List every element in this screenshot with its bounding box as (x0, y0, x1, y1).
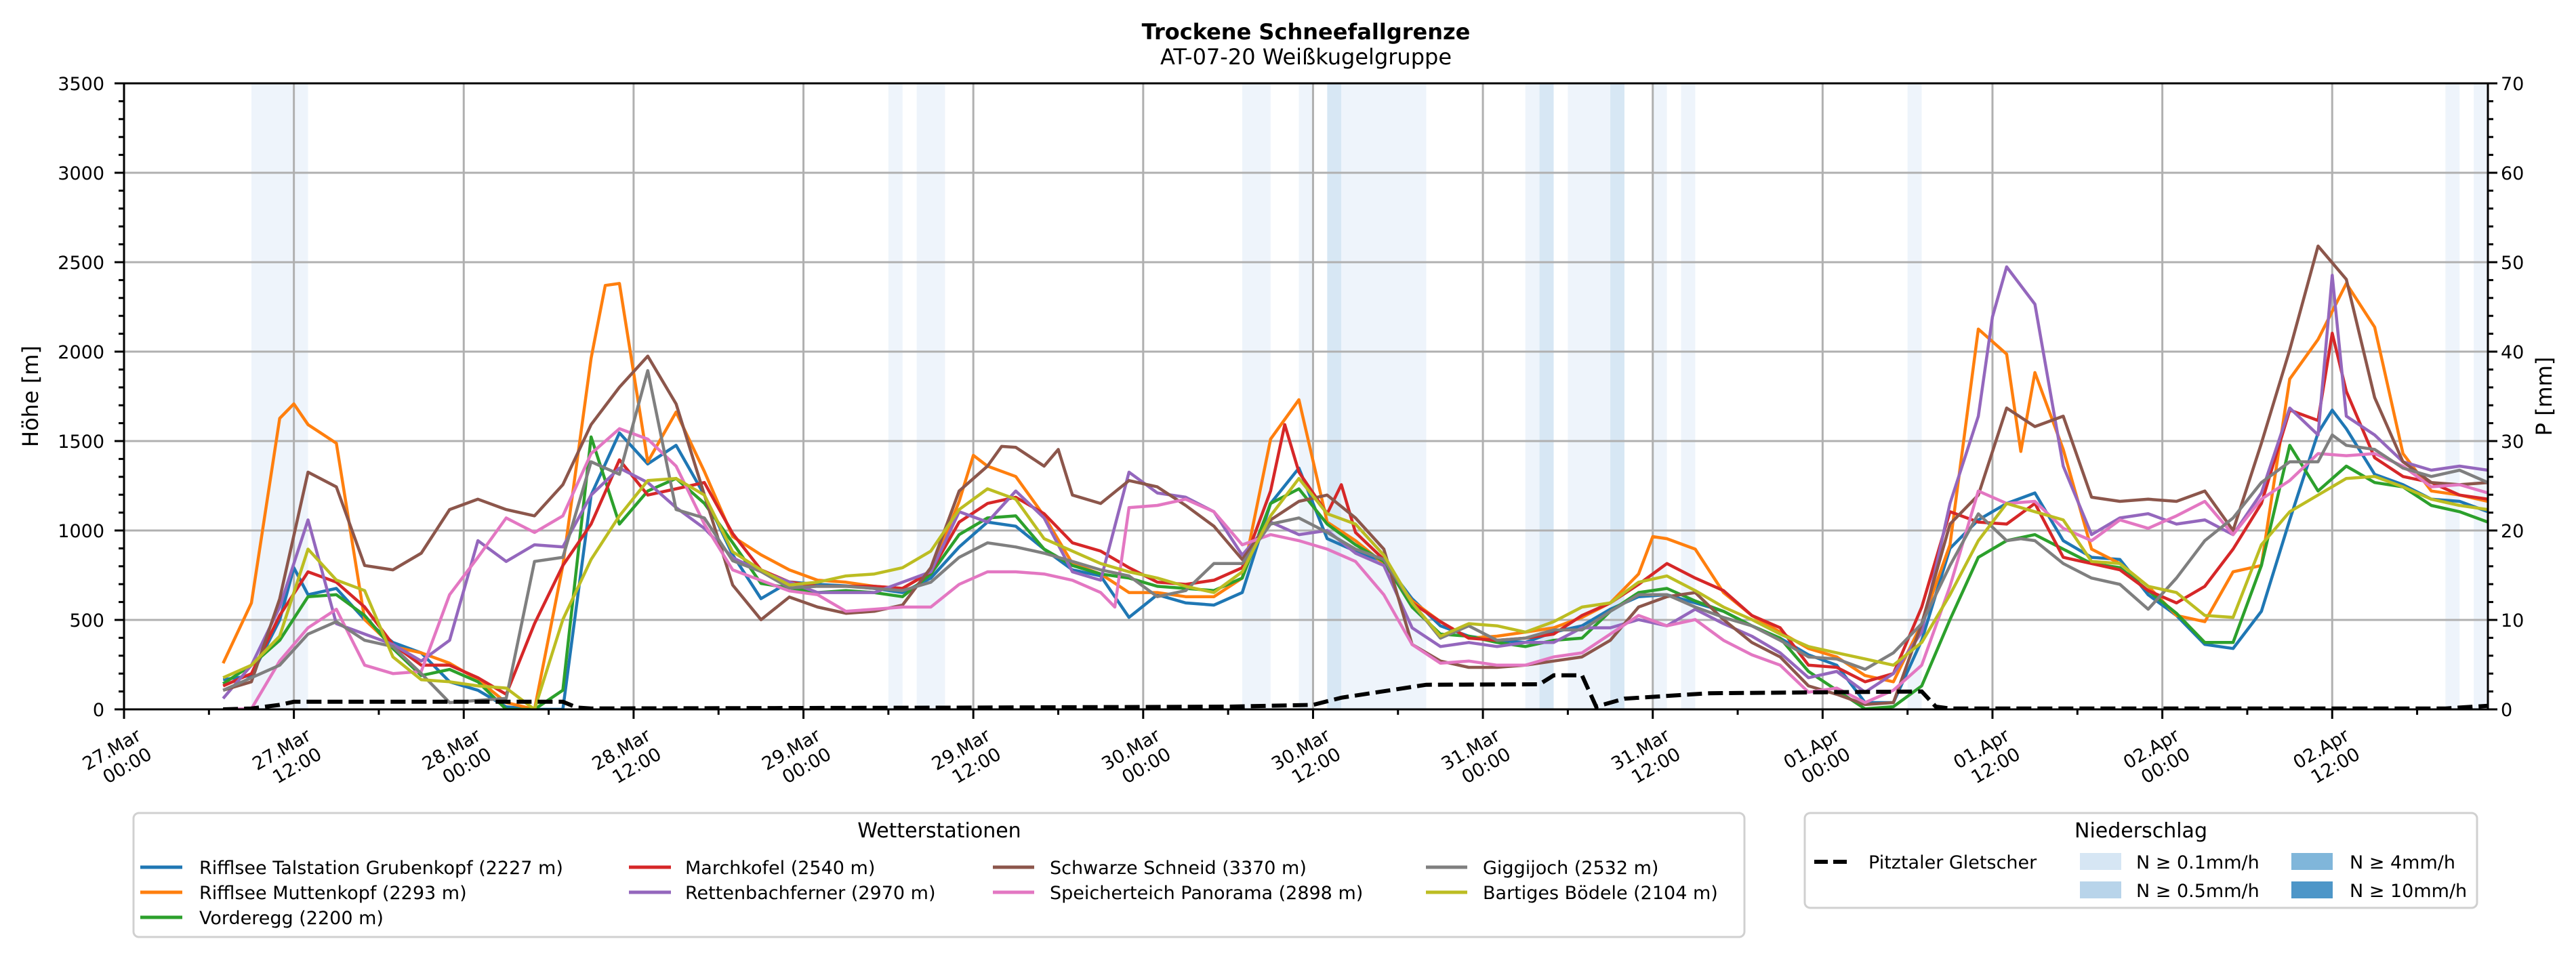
legend-label-rettenbachferner: Rettenbachferner (2970 m) (685, 883, 936, 904)
series-line-giggijoch (222, 369, 2488, 705)
series-line-speicherteich-panorama (223, 427, 2488, 709)
y-tick-label: 3000 (58, 163, 104, 184)
legend-label-precip-10: N ≥ 10mm/h (2350, 881, 2467, 902)
legend-label-speicherteich: Speicherteich Panorama (2898 m) (1050, 883, 1363, 904)
legend-label-schwarze-schneid: Schwarze Schneid (3370 m) (1050, 858, 1307, 879)
y-tick-label: 2000 (58, 342, 104, 363)
y-axis-label: Höhe [m] (18, 346, 43, 447)
legend-title: Wetterstationen (857, 819, 1021, 843)
legend-label-bartiges-boedele: Bartiges Bödele (2104 m) (1483, 883, 1718, 904)
legend-label-vorderegg: Vorderegg (2200 m) (199, 908, 384, 929)
y2-axis-label: P [mm] (2531, 357, 2557, 436)
y-tick-label: 500 (69, 610, 104, 631)
precip-band (1610, 83, 1624, 709)
series-line-pitztaler-gletscher (223, 673, 2488, 709)
y-tick-label: 2500 (58, 253, 104, 274)
legend-swatch-precip-10 (2291, 881, 2333, 898)
legend-label-grubenkopf: Rifflsee Talstation Grubenkopf (2227 m) (199, 858, 563, 879)
precip-band (1681, 83, 1696, 709)
precip-band (1539, 83, 1554, 709)
legend-swatch-precip-0-5 (2080, 881, 2121, 898)
legend-label-marchkofel: Marchkofel (2540 m) (685, 858, 875, 879)
series-lines (222, 244, 2488, 709)
precip-band (1525, 83, 1540, 709)
series-line-rettenbachferner (222, 265, 2488, 700)
legend-label-giggijoch: Giggijoch (2532 m) (1483, 858, 1658, 879)
precip-band (1652, 83, 1667, 709)
legend-label-precip-4: N ≥ 4mm/h (2350, 852, 2455, 873)
y2-tick-label: 40 (2501, 342, 2524, 363)
precip-band (1907, 83, 1922, 709)
y-tick-label: 1000 (58, 521, 104, 542)
plot-frame (123, 82, 2489, 711)
y2-tick-label: 30 (2501, 432, 2524, 453)
y-tick-label: 3500 (58, 74, 104, 95)
legend-precipitation: Niederschlag Pitztaler Gletscher N ≥ 0.1… (1803, 812, 2478, 909)
y2-tick-label: 70 (2501, 74, 2524, 95)
precip-band (888, 83, 903, 709)
y2-tick-label: 10 (2501, 610, 2524, 631)
legend-label-pitztaler-gletscher: Pitztaler Gletscher (1868, 852, 2037, 873)
precip-band (1341, 83, 1427, 709)
legend-label-precip-0-1: N ≥ 0.1mm/h (2136, 852, 2260, 873)
series-line-schwarze-schneid (222, 244, 2488, 707)
y2-tick-label: 0 (2501, 700, 2512, 721)
precip-band (2445, 83, 2460, 709)
y-tick-label: 1500 (58, 432, 104, 453)
legend-label-precip-0-5: N ≥ 0.5mm/h (2136, 881, 2260, 902)
legend-title: Niederschlag (2074, 819, 2207, 843)
y2-tick-label: 20 (2501, 521, 2524, 542)
legend-swatch-precip-0-1 (2080, 853, 2121, 870)
legend-box (132, 812, 1746, 938)
chart-subtitle: AT-07-20 Weißkugelgruppe (1160, 44, 1452, 70)
y2-tick-label: 50 (2501, 253, 2524, 274)
legend-label-muttenkopf: Rifflsee Muttenkopf (2293 m) (199, 883, 467, 904)
axis-ticks (115, 82, 2497, 719)
legend-stations: Wetterstationen Rifflsee Talstation Grub… (132, 812, 1746, 938)
precip-band (1327, 83, 1342, 709)
chart-title: Trockene Schneefallgrenze (1142, 19, 1471, 45)
series-line-rifflsee-muttenkopf (222, 282, 2488, 709)
precip-band (916, 83, 945, 709)
y2-tick-label: 60 (2501, 163, 2524, 184)
legend-swatch-precip-4 (2291, 853, 2333, 870)
precip-band (1242, 83, 1271, 709)
precipitation-bands (251, 83, 2488, 709)
precip-band (2474, 83, 2488, 709)
y-tick-label: 0 (93, 700, 104, 721)
series-line-bartiges-b-dele (222, 475, 2488, 709)
precip-band (1299, 83, 1313, 709)
